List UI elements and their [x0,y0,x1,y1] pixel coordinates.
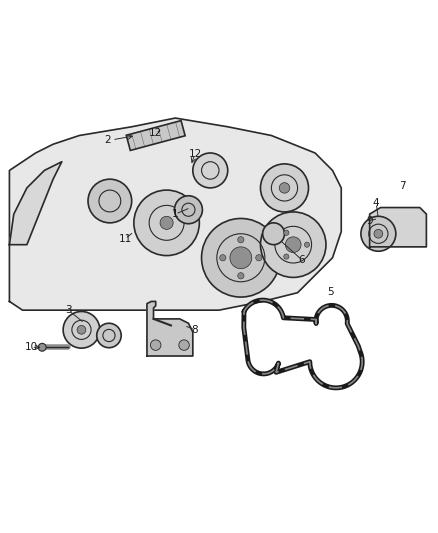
Circle shape [261,164,308,212]
Text: 12: 12 [149,128,162,139]
Text: 5: 5 [327,287,334,297]
Text: 7: 7 [399,181,406,191]
Text: 6: 6 [299,255,305,265]
Circle shape [179,340,189,350]
Text: 9: 9 [366,216,373,225]
Circle shape [193,153,228,188]
Circle shape [263,223,285,245]
Polygon shape [370,207,426,247]
Circle shape [201,219,280,297]
Polygon shape [10,161,62,245]
Circle shape [261,212,326,277]
Text: 3: 3 [65,305,72,315]
Circle shape [150,340,161,350]
Circle shape [63,311,100,348]
Text: 2: 2 [104,135,111,145]
Text: 1: 1 [172,209,179,219]
Circle shape [160,216,173,229]
Circle shape [230,247,252,269]
Text: 4: 4 [373,198,379,208]
Text: 12: 12 [188,149,201,159]
Circle shape [38,343,46,351]
Circle shape [88,179,132,223]
Circle shape [374,229,383,238]
Circle shape [284,230,289,236]
Polygon shape [126,120,185,150]
Polygon shape [10,118,341,310]
Text: 8: 8 [192,325,198,335]
Circle shape [361,216,396,251]
Circle shape [238,273,244,279]
Circle shape [286,237,301,253]
Circle shape [256,255,262,261]
Circle shape [77,326,86,334]
Text: 11: 11 [119,234,132,244]
Circle shape [134,190,199,256]
Polygon shape [147,302,193,356]
Circle shape [284,254,289,259]
Circle shape [174,196,202,224]
Circle shape [279,183,290,193]
Circle shape [220,255,226,261]
Text: 10: 10 [25,342,38,352]
Circle shape [97,323,121,348]
Circle shape [238,237,244,243]
Circle shape [304,242,310,247]
